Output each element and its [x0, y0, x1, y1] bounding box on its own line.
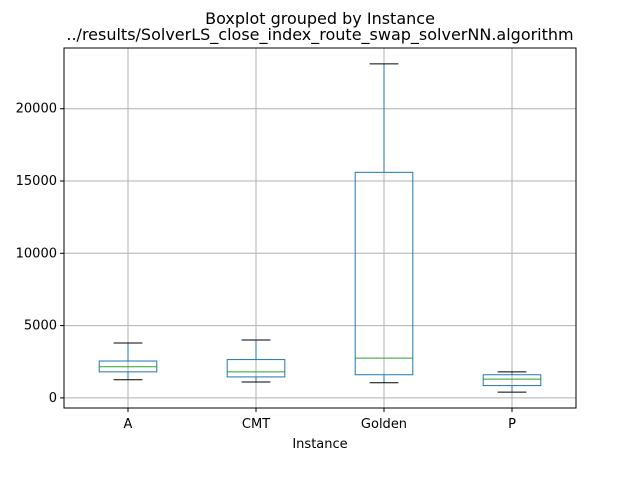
box-group	[98, 342, 158, 381]
x-axis-label: Instance	[292, 437, 347, 452]
axes-frame	[63, 47, 577, 409]
y-tick-label: 5000	[24, 319, 57, 334]
y-tick-label: 0	[49, 391, 57, 406]
box-iqr	[354, 171, 414, 376]
box-iqr	[226, 359, 286, 378]
box-iqr	[482, 374, 542, 387]
box-group	[226, 339, 286, 383]
grid-lines	[64, 48, 576, 408]
boxes	[98, 63, 542, 393]
chart-suptitle: Boxplot grouped by Instance	[205, 9, 435, 28]
x-tick-label: CMT	[242, 417, 270, 432]
chart-title: ../results/SolverLS_close_index_route_sw…	[66, 25, 573, 45]
ticks: 0 5000 10000 15000 20000 A CMT Golden P	[16, 102, 516, 432]
box-group	[354, 63, 414, 384]
x-tick-label: Golden	[361, 417, 407, 432]
x-tick-label: P	[508, 417, 516, 432]
x-tick-label: A	[124, 417, 133, 432]
y-tick-label: 10000	[16, 246, 57, 261]
y-tick-label: 20000	[16, 102, 57, 117]
y-tick-label: 15000	[16, 174, 57, 189]
box-group	[482, 371, 542, 393]
